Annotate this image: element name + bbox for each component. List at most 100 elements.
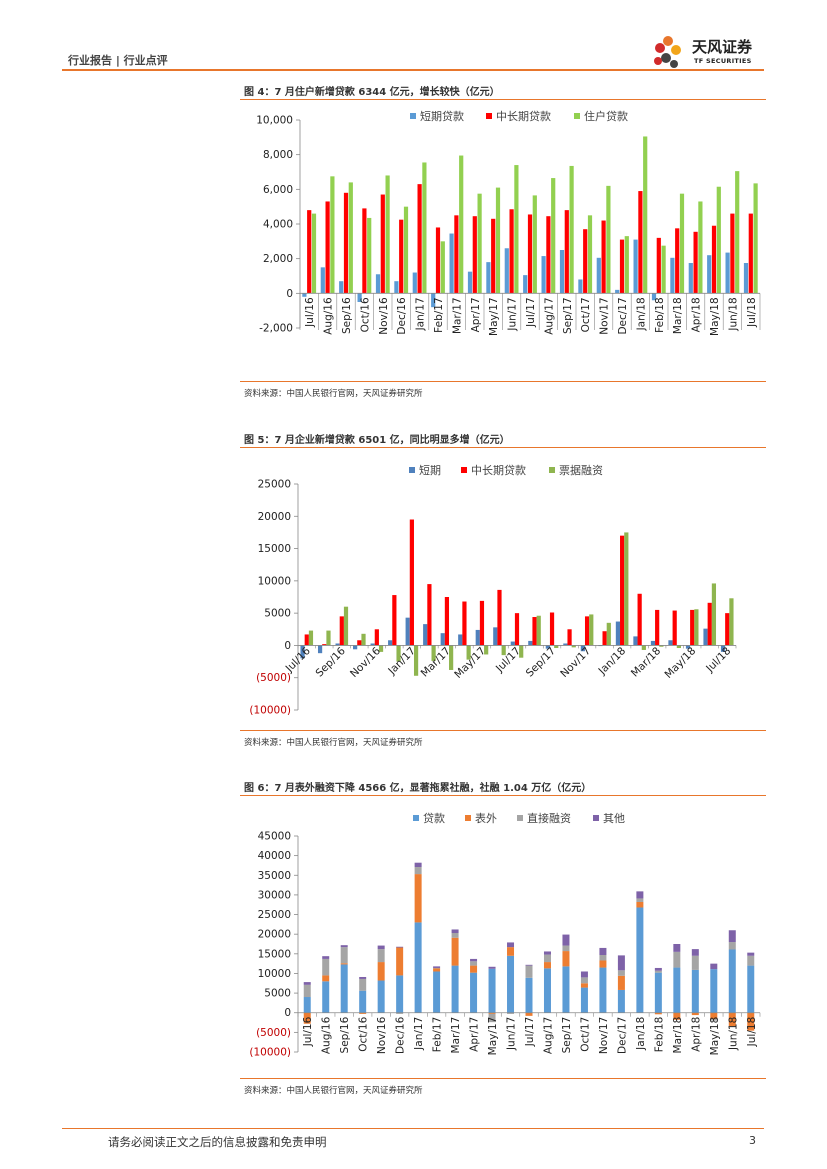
bar-中长期贷款-Jun/18 (730, 213, 735, 294)
bar-住户贷款-Jan/17 (422, 162, 427, 294)
bar-贷款-Nov/17 (599, 967, 607, 1013)
bar-短期贷款-Jan/18 (633, 239, 638, 294)
bar-表外-Aug/17 (543, 962, 551, 969)
bar-短期贷款-Aug/17 (541, 256, 546, 294)
y-tick-label: 0 (284, 1007, 291, 1019)
bar-中长期贷款-Dec/16 (392, 595, 397, 646)
bar-中长期贷款-Jan/18 (620, 535, 625, 646)
bar-短期-Mar/17 (440, 633, 445, 646)
bar-短期-Sep/17 (545, 645, 550, 649)
bar-住户贷款-May/17 (495, 187, 501, 294)
bar-票据融资-Aug/16 (326, 630, 331, 646)
bar-其他-Oct/17 (580, 971, 588, 978)
bar-短期贷款-Feb/17 (431, 293, 436, 308)
bar-中长期贷款-May/17 (479, 600, 485, 646)
y-tick-label: 6,000 (263, 184, 293, 196)
bar-短期-Oct/17 (563, 643, 568, 646)
bar-短期贷款-May/18 (707, 255, 712, 294)
y-tick-label: 10000 (258, 968, 291, 980)
bar-直接融资-May/18 (710, 1019, 718, 1021)
x-tick-label: Sep/17 (561, 1017, 573, 1054)
x-tick-label: Oct/16 (358, 1016, 370, 1051)
x-tick-label: Jul/18 (746, 1017, 758, 1048)
bar-中长期贷款-Nov/17 (601, 220, 606, 294)
bar-中长期贷款-Mar/17 (444, 597, 450, 646)
bar-贷款-Aug/17 (543, 968, 551, 1013)
x-tick-label: May/18 (663, 645, 699, 681)
figure-6-source: 资料来源：中国人民银行官网，天风证券研究所 (244, 1086, 423, 1096)
bar-短期贷款-Feb/18 (651, 293, 657, 301)
bar-表外-Sep/16 (340, 963, 348, 965)
legend-swatch-表外 (465, 815, 471, 821)
y-tick-label: 5000 (264, 988, 291, 1000)
bar-表外-Oct/17 (580, 983, 588, 988)
bar-表外-Sep/17 (562, 951, 570, 967)
y-tick-label: 0 (286, 288, 293, 300)
figure-5-source: 资料来源：中国人民银行官网，天风证券研究所 (244, 738, 423, 748)
bar-票据融资-Feb/18 (641, 645, 646, 650)
y-tick-label: 5000 (264, 608, 291, 620)
bar-住户贷款-Nov/16 (385, 175, 390, 294)
x-tick-label: Nov/17 (599, 297, 611, 334)
legend-label: 票据融资 (559, 463, 603, 477)
bar-表外-Mar/17 (451, 937, 459, 966)
bar-短期-Feb/18 (633, 636, 638, 646)
bar-票据融资-Sep/16 (343, 606, 349, 646)
bar-住户贷款-Aug/16 (330, 176, 335, 294)
x-tick-label: Apr/18 (690, 1017, 702, 1052)
bar-住户贷款-Mar/17 (459, 155, 464, 294)
bar-票据融资-Jan/18 (624, 532, 629, 646)
bar-中长期贷款-Sep/17 (549, 612, 555, 646)
bar-住户贷款-Mar/18 (679, 193, 685, 294)
bar-表外-Aug/16 (322, 975, 330, 982)
x-tick-label: Dec/17 (617, 297, 629, 334)
bar-中长期贷款-Dec/17 (602, 631, 607, 646)
bar-直接融资-Mar/17 (451, 933, 459, 938)
y-tick-label: -2,000 (259, 323, 293, 335)
x-tick-label: Jul/17 (524, 1017, 536, 1048)
legend-swatch-短期贷款 (410, 113, 416, 119)
legend-label: 中长期贷款 (496, 109, 551, 123)
bar-票据融资-Feb/17 (431, 645, 436, 661)
bar-直接融资-Mar/18 (673, 951, 681, 968)
x-tick-label: Mar/17 (419, 645, 453, 679)
bar-住户贷款-Feb/18 (661, 245, 666, 294)
bar-表外-Jun/18 (728, 1012, 736, 1027)
bar-其他-Apr/17 (470, 958, 478, 962)
bar-贷款-Feb/18 (654, 972, 662, 1013)
bar-直接融资-Jan/18 (636, 898, 644, 902)
bar-票据融资-Aug/17 (536, 615, 541, 646)
bar-中长期贷款-Mar/17 (454, 215, 459, 294)
bar-中长期贷款-Feb/17 (427, 584, 432, 646)
bar-短期贷款-Nov/17 (596, 257, 601, 294)
bar-贷款-Sep/17 (562, 966, 570, 1013)
bar-直接融资-Oct/17 (580, 977, 588, 984)
bar-短期-Aug/16 (317, 645, 323, 654)
bar-表外-May/17 (488, 1012, 496, 1014)
bar-直接融资-Jul/18 (747, 955, 755, 966)
bar-中长期贷款-Aug/17 (546, 216, 551, 294)
bar-票据融资-Jun/18 (711, 583, 717, 646)
x-tick-label: Dec/16 (396, 297, 408, 335)
bar-中长期贷款-Jul/17 (527, 214, 533, 294)
bar-贷款-Dec/16 (396, 975, 404, 1013)
x-tick-label: Aug/17 (543, 297, 555, 334)
bar-其他-Jul/16 (303, 982, 311, 985)
figure-6-chart: (10000) (5000) 0 5000 10000 15000 20000 25000 30… (249, 811, 761, 1059)
bar-中长期贷款-Aug/16 (325, 201, 330, 294)
bar-表外-Mar/18 (673, 1012, 681, 1020)
y-tick-label: (5000) (256, 1027, 291, 1039)
bar-中长期贷款-Jan/17 (409, 519, 414, 646)
bar-表外-Jul/16 (303, 1012, 311, 1024)
bar-直接融资-Feb/18 (654, 970, 662, 973)
bar-中长期贷款-Nov/17 (584, 616, 590, 646)
bar-贷款-Apr/17 (470, 972, 478, 1013)
x-tick-label: Jan/17 (385, 645, 418, 678)
bar-中长期贷款-Sep/16 (339, 616, 344, 646)
bar-表外-Dec/17 (617, 975, 625, 990)
x-tick-label: Jan/18 (635, 1017, 647, 1051)
bar-其他-Jul/18 (747, 952, 755, 956)
bar-贷款-Jul/17 (525, 977, 533, 1013)
figure-4-source: 资料来源：中国人民银行官网，天风证券研究所 (244, 389, 423, 399)
bar-票据融资-Mar/17 (449, 645, 454, 670)
